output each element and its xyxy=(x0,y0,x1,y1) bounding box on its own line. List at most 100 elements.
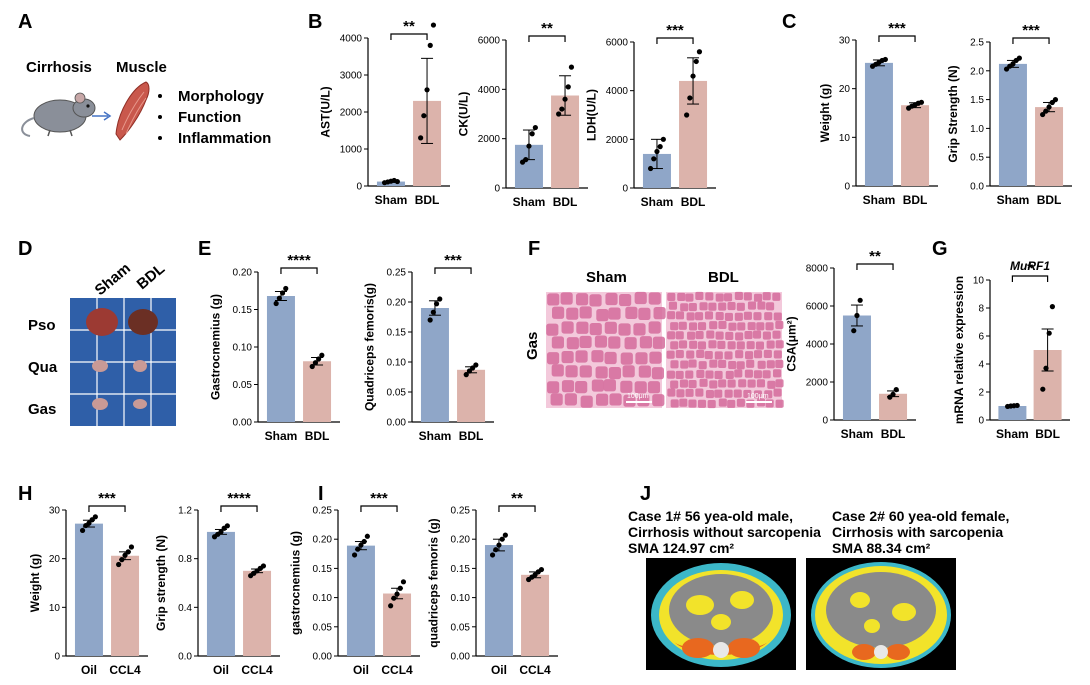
muscle-fiber xyxy=(744,369,753,378)
y-tick-label: 6000 xyxy=(478,36,501,47)
category-label: CCL4 xyxy=(109,663,141,677)
y-tick-label: 0.05 xyxy=(387,388,407,399)
panel-label-f: F xyxy=(528,238,540,260)
data-point xyxy=(427,42,433,49)
case2-line3: SMA 88.34 cm² xyxy=(832,540,931,556)
muscle-fiber xyxy=(685,293,694,302)
muscle-fiber xyxy=(724,389,733,398)
muscle-icon xyxy=(115,81,150,141)
bar-bdl xyxy=(457,369,486,422)
data-point xyxy=(690,73,696,79)
y-axis-label: Grip strength (N) xyxy=(154,535,168,631)
y-tick-label: 6000 xyxy=(806,302,829,313)
muscle-fiber xyxy=(724,312,733,322)
muscle-fiber xyxy=(648,321,661,334)
panel-labels: A B C D E F G H I J xyxy=(18,11,948,505)
y-tick-label: 1.2 xyxy=(178,506,192,517)
y-tick-label: 0.10 xyxy=(313,593,333,604)
muscle-fiber xyxy=(714,389,723,398)
bar-oil xyxy=(484,545,513,656)
bar-oil xyxy=(206,531,235,656)
data-point xyxy=(86,520,92,526)
muscle-fiber xyxy=(685,370,694,379)
y-tick-label: 4000 xyxy=(606,86,629,97)
category-label: Sham xyxy=(265,429,298,443)
muscle-fiber xyxy=(688,359,697,368)
muscle-fiber xyxy=(709,380,718,389)
category-label: BDL xyxy=(305,429,330,443)
muscle-fiber xyxy=(727,399,736,408)
chart-i2: 0.00 0.05 0.10 0.15 0.20 0.25 quadriceps femor… xyxy=(427,490,558,677)
significance-bracket xyxy=(88,505,126,512)
data-point xyxy=(397,585,403,591)
case1-line3: SMA 124.97 cm² xyxy=(628,540,734,556)
significance-label: **** xyxy=(287,252,311,269)
muscle-fiber xyxy=(595,366,608,379)
muscle-fiber xyxy=(686,312,695,321)
data-point xyxy=(1014,402,1020,409)
y-tick-label: 0.20 xyxy=(313,535,333,546)
muscle-fiber xyxy=(753,293,763,302)
muscle-fiber xyxy=(638,365,651,378)
y-tick-label: 0.25 xyxy=(451,506,471,517)
data-point xyxy=(526,143,532,149)
muscle-fiber xyxy=(649,351,662,364)
y-tick-label: 6000 xyxy=(606,38,629,49)
muscle-fiber xyxy=(736,398,745,407)
category-label: Sham xyxy=(641,195,674,209)
muscle-fiber xyxy=(688,379,697,389)
y-tick-label: 0 xyxy=(356,182,362,193)
muscle-fiber xyxy=(709,321,718,330)
bar-bdl xyxy=(879,393,908,420)
muscle-fiber xyxy=(738,379,747,388)
muscle-fiber xyxy=(579,335,592,349)
category-label: CCL4 xyxy=(381,663,413,677)
data-point xyxy=(918,99,925,105)
panel-d-photo: Sham BDL Pso Qua Gas xyxy=(28,260,176,426)
data-point xyxy=(473,362,479,368)
tissue-bdl-gas xyxy=(133,399,147,409)
muscle-fiber xyxy=(670,322,679,331)
y-tick-label: 1000 xyxy=(340,145,363,156)
muscle-fiber xyxy=(695,388,704,397)
category-label: BDL xyxy=(553,195,578,209)
muscle-fiber xyxy=(775,399,784,408)
chart-c1: 0 10 20 30 Weight (g) Sham BDL *** xyxy=(818,20,938,207)
muscle-fiber xyxy=(746,399,755,408)
data-point xyxy=(651,156,657,162)
muscle-fiber xyxy=(737,322,746,331)
data-point xyxy=(556,111,562,117)
photo-column-bdl: BDL xyxy=(134,260,169,293)
y-axis-label: LDH(U/L) xyxy=(585,89,599,141)
muscle-fiber xyxy=(685,388,694,397)
muscle-fiber xyxy=(728,361,737,370)
muscle-fiber xyxy=(687,331,696,340)
significance-label: ** xyxy=(511,490,523,507)
y-tick-label: 0.05 xyxy=(313,622,333,633)
data-point xyxy=(647,165,654,172)
category-label: BDL xyxy=(881,427,906,441)
data-point xyxy=(125,549,131,555)
muscle-fiber xyxy=(551,336,564,349)
muscle-fiber xyxy=(728,322,737,331)
data-point xyxy=(388,603,394,609)
data-point xyxy=(351,552,358,558)
category-label: BDL xyxy=(459,429,484,443)
y-tick-label: 0.00 xyxy=(451,652,471,663)
muscle-fiber xyxy=(686,350,695,359)
category-label: Sham xyxy=(863,193,896,207)
significance-bracket xyxy=(390,33,428,40)
data-point xyxy=(119,557,125,563)
muscle-fiber xyxy=(775,320,784,330)
muscle-fiber xyxy=(670,341,679,350)
data-point xyxy=(538,566,545,573)
muscle-fiber xyxy=(736,302,745,311)
muscle-fiber xyxy=(546,352,560,365)
significance-label: *** xyxy=(444,252,462,269)
bar-sham xyxy=(998,406,1027,420)
muscle-fiber xyxy=(743,311,752,320)
y-axis-label: AST(U/L) xyxy=(319,86,333,137)
y-tick-label: 4000 xyxy=(340,34,363,45)
bar-ccl4 xyxy=(521,574,550,656)
